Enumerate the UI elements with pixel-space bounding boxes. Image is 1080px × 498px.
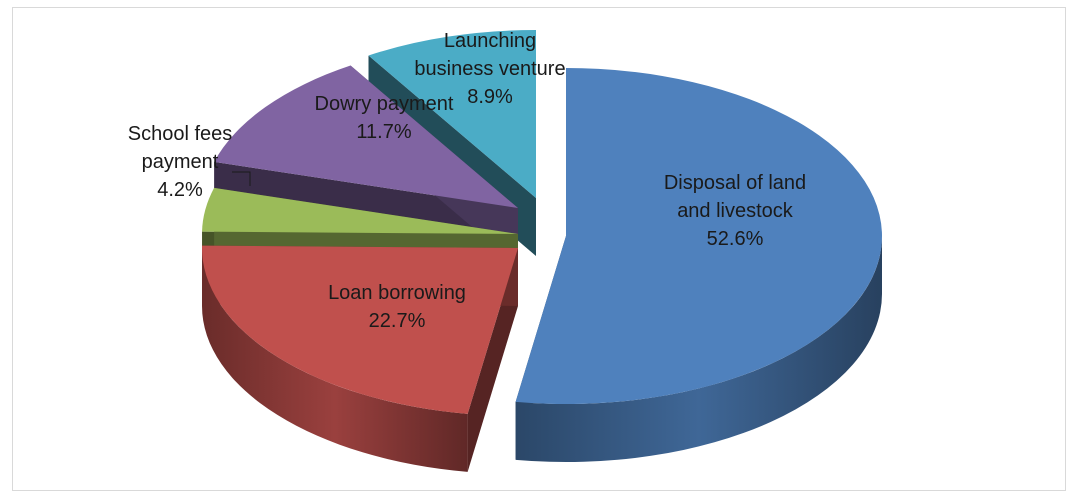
data-label-category: and livestock <box>677 200 794 222</box>
pie-tops <box>201 30 882 414</box>
data-label-school-fees-payment: School fees payment 4.2% <box>128 123 233 201</box>
data-label-category: payment <box>142 151 219 173</box>
slice-side-loan-borrowing <box>202 248 468 472</box>
data-label-category: Dowry payment <box>315 93 454 115</box>
leader-line-school-fees <box>232 171 251 186</box>
data-label-disposal-of-land-and-livestock: Disposal of land and livestock 52.6% <box>664 172 806 250</box>
data-label-value: 52.6% <box>707 228 764 250</box>
slice-side-disposal-of-land-and-livestock <box>515 236 883 462</box>
data-label-category: Loan borrowing <box>328 282 466 304</box>
data-label-category: Launching <box>444 30 536 52</box>
data-label-category: business venture <box>414 58 565 80</box>
slice-launching-business-venture[interactable] <box>368 30 536 198</box>
data-label-category: Disposal of land <box>664 172 806 194</box>
data-label-value: 8.9% <box>467 86 513 108</box>
data-label-value: 11.7% <box>356 121 411 143</box>
slice-disposal-of-land-and-livestock[interactable] <box>515 68 882 404</box>
data-label-value: 4.2% <box>157 179 203 201</box>
slice-loan-borrowing[interactable] <box>201 245 518 414</box>
slice-school-fees-payment[interactable] <box>202 187 519 234</box>
data-label-value: 22.7% <box>369 310 426 332</box>
data-label-category: School fees <box>128 123 233 145</box>
data-label-launching-business-venture: Launching business venture 8.9% <box>414 30 565 108</box>
leader-lines <box>232 171 251 186</box>
slice-dowry-payment[interactable] <box>214 65 519 208</box>
data-label-dowry-payment: Dowry payment 11.7% <box>315 93 454 143</box>
slice-labels: Disposal of land and livestock 52.6% Loan b… <box>128 30 806 332</box>
data-label-loan-borrowing: Loan borrowing 22.7% <box>328 282 466 332</box>
